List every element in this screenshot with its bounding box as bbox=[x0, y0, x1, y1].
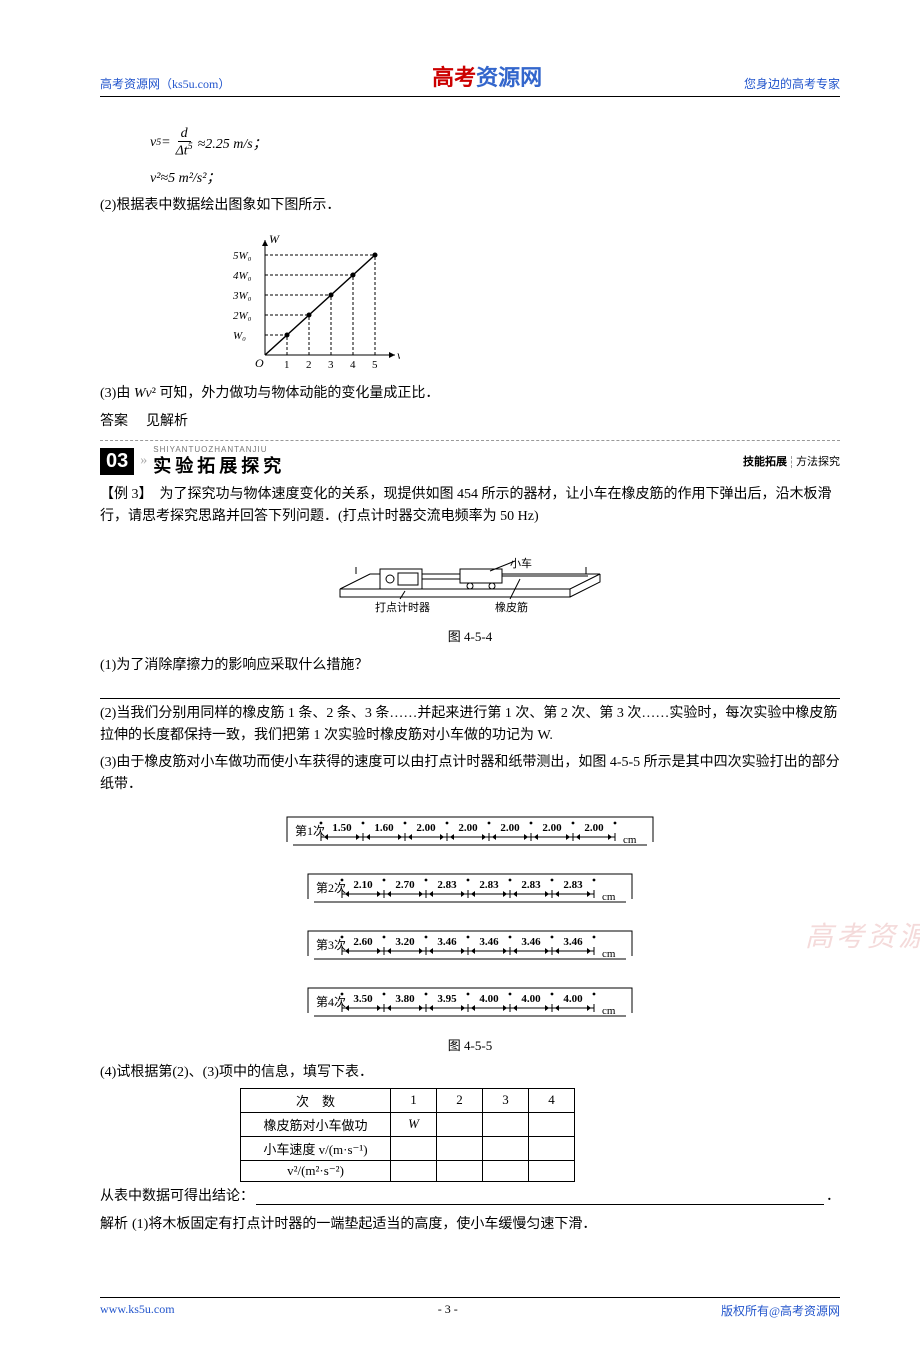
svg-text:2.00: 2.00 bbox=[500, 822, 520, 834]
svg-text:3.46: 3.46 bbox=[563, 936, 583, 948]
svg-text:2.83: 2.83 bbox=[563, 879, 583, 891]
svg-text:cm: cm bbox=[602, 948, 616, 960]
svg-text:3.46: 3.46 bbox=[521, 936, 541, 948]
svg-text:2.00: 2.00 bbox=[584, 822, 604, 834]
section-number: 03 bbox=[100, 448, 134, 475]
data-table: 次 数 1 2 3 4 橡皮筋对小车做功 W 小车速度 v/(m·s⁻¹) v²… bbox=[240, 1088, 575, 1182]
header-center-logo: 高考资源网 bbox=[432, 60, 542, 92]
svg-text:4.00: 4.00 bbox=[563, 993, 583, 1005]
q1: (1)为了消除摩擦力的影响应采取什么措施？ bbox=[100, 655, 840, 677]
watermark: 高考资源网 bbox=[805, 915, 920, 955]
svg-text:5W₀: 5W₀ bbox=[233, 250, 252, 262]
svg-text:3.46: 3.46 bbox=[437, 936, 457, 948]
para-2: (2)根据表中数据绘出图象如下图所示． bbox=[100, 195, 840, 217]
conclusion-line: 从表中数据可得出结论：． bbox=[100, 1186, 840, 1208]
equation-v2: v²≈5 m²/s²； bbox=[150, 167, 840, 187]
q4: (4)试根据第(2)、(3)项中的信息，填写下表． bbox=[100, 1062, 840, 1084]
label-car: 小车 bbox=[510, 556, 532, 570]
answer-line: 答案 见解析 bbox=[100, 409, 840, 433]
svg-text:4.00: 4.00 bbox=[521, 993, 541, 1005]
svg-text:5: 5 bbox=[372, 359, 378, 371]
figure-4-5-4-caption: 图 4-5-4 bbox=[100, 626, 840, 645]
tape-row: 第4次3.503.803.954.004.004.00cm bbox=[296, 980, 644, 1024]
example-3-head: 【例 3】 为了探究功与物体速度变化的关系，现提供如图 454 所示的器材，让小… bbox=[100, 484, 840, 529]
apparatus-diagram: 小车 打点计时器 橡皮筋 图 4-5-4 bbox=[100, 539, 840, 645]
svg-text:2.00: 2.00 bbox=[416, 822, 436, 834]
tape-row: 第1次1.501.602.002.002.002.002.00cm bbox=[275, 809, 665, 853]
svg-text:2W₀: 2W₀ bbox=[233, 310, 252, 322]
para-3: (3)由 Wv² 可知，外力做功与物体动能的变化量成正比． bbox=[100, 383, 840, 405]
page-header: 高考资源网（ks5u.com） 高考资源网 您身边的高考专家 bbox=[100, 60, 840, 97]
equation-v5: v5= d Δt5 ≈2.25 m/s； bbox=[150, 127, 840, 159]
tapes-figure: 第1次1.501.602.002.002.002.002.00cm第2次2.10… bbox=[100, 805, 840, 1054]
svg-text:cm: cm bbox=[602, 1005, 616, 1017]
svg-text:3.46: 3.46 bbox=[479, 936, 499, 948]
label-band: 橡皮筋 bbox=[495, 600, 528, 614]
header-left: 高考资源网（ks5u.com） bbox=[100, 75, 230, 92]
svg-text:4W₀: 4W₀ bbox=[233, 270, 252, 282]
svg-text:2.10: 2.10 bbox=[353, 879, 373, 891]
q3: (3)由于橡皮筋对小车做功而使小车获得的速度可以由打点计时器和纸带测出，如图 4… bbox=[100, 752, 840, 797]
footer-page-num: - 3 - bbox=[438, 1302, 458, 1319]
jiexi-line: 解析(1)将木板固定有打点计时器的一端垫起适当的高度，使小车缓慢匀速下滑． bbox=[100, 1212, 840, 1236]
svg-text:1.50: 1.50 bbox=[332, 822, 352, 834]
svg-text:4.00: 4.00 bbox=[479, 993, 499, 1005]
svg-text:O: O bbox=[255, 356, 264, 370]
table-h0: 次 数 bbox=[241, 1088, 391, 1112]
svg-text:3.95: 3.95 bbox=[437, 993, 457, 1005]
footer-right: 版权所有@高考资源网 bbox=[721, 1302, 840, 1319]
svg-text:3.50: 3.50 bbox=[353, 993, 373, 1005]
svg-text:W: W bbox=[269, 232, 280, 246]
wv2-chart: Wv²O12345W₀2W₀3W₀4W₀5W₀ bbox=[220, 225, 420, 375]
svg-text:2: 2 bbox=[306, 359, 312, 371]
svg-text:2.60: 2.60 bbox=[353, 936, 373, 948]
section-03-banner: 03 » SHIYANTUOZHANTANJIU 实验拓展探究 技能拓展方法探究 bbox=[100, 440, 840, 478]
svg-text:2.00: 2.00 bbox=[542, 822, 562, 834]
svg-text:3: 3 bbox=[328, 359, 334, 371]
section-title: 实验拓展探究 bbox=[153, 456, 285, 476]
svg-text:3W₀: 3W₀ bbox=[232, 290, 252, 302]
svg-text:1: 1 bbox=[284, 359, 290, 371]
svg-text:2.70: 2.70 bbox=[395, 879, 415, 891]
section-arrow-icon: » bbox=[140, 453, 147, 469]
page-footer: www.ks5u.com - 3 - 版权所有@高考资源网 bbox=[100, 1297, 840, 1319]
label-timer: 打点计时器 bbox=[375, 600, 430, 614]
svg-text:3.20: 3.20 bbox=[395, 936, 415, 948]
header-right: 您身边的高考专家 bbox=[744, 75, 840, 92]
svg-text:v²: v² bbox=[397, 348, 400, 362]
q1-blank bbox=[100, 681, 840, 699]
figure-4-5-5-caption: 图 4-5-5 bbox=[100, 1035, 840, 1054]
svg-text:W₀: W₀ bbox=[233, 330, 246, 342]
svg-text:2.83: 2.83 bbox=[437, 879, 457, 891]
svg-text:cm: cm bbox=[602, 891, 616, 903]
tape-row: 第3次2.603.203.463.463.463.46cm bbox=[296, 923, 644, 967]
svg-text:2.00: 2.00 bbox=[458, 822, 478, 834]
svg-text:3.80: 3.80 bbox=[395, 993, 415, 1005]
footer-left: www.ks5u.com bbox=[100, 1302, 175, 1319]
section-right-tags: 技能拓展方法探究 bbox=[743, 453, 840, 469]
svg-text:4: 4 bbox=[350, 359, 356, 371]
q2: (2)当我们分别用同样的橡皮筋 1 条、2 条、3 条……并起来进行第 1 次、… bbox=[100, 703, 840, 748]
tape-row: 第2次2.102.702.832.832.832.83cm bbox=[296, 866, 644, 910]
svg-text:2.83: 2.83 bbox=[479, 879, 499, 891]
svg-text:cm: cm bbox=[623, 834, 637, 846]
svg-text:2.83: 2.83 bbox=[521, 879, 541, 891]
section-pinyin: SHIYANTUOZHANTANJIU bbox=[153, 445, 285, 454]
svg-text:1.60: 1.60 bbox=[374, 822, 394, 834]
